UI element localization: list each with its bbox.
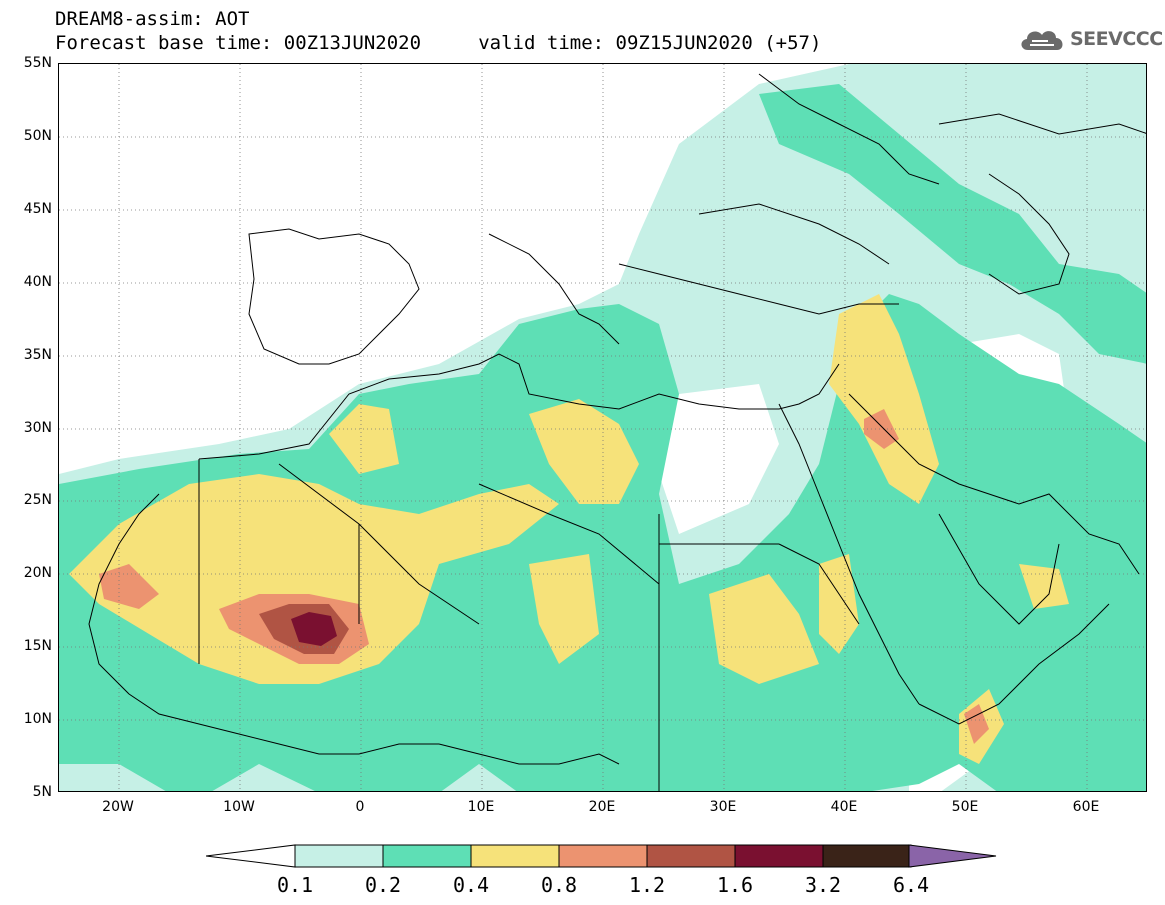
aot-band-0.4 (69, 294, 1069, 764)
colorbar-tick-1: 0.2 (364, 873, 402, 897)
colorbar-box-6 (822, 844, 912, 868)
map-canvas (59, 64, 1146, 791)
colorbar-tick-2: 0.4 (452, 873, 490, 897)
lon-label-20w: 20W (102, 799, 134, 815)
colorbar-tick-3: 0.8 (540, 873, 578, 897)
lon-label-50e: 50E (951, 799, 979, 815)
lon-label-10w: 10W (223, 799, 255, 815)
lon-label-30e: 30E (709, 799, 737, 815)
colorbar-over-arrow (908, 844, 997, 868)
title-line-2: Forecast base time: 00Z13JUN2020 valid t… (55, 32, 822, 54)
aot-map (58, 63, 1147, 792)
lat-label-45n: 45N (23, 201, 52, 217)
lat-label-25n: 25N (23, 492, 52, 508)
lon-label-40e: 40E (830, 799, 858, 815)
colorbar-tick-4: 1.2 (628, 873, 666, 897)
lat-label-15n: 15N (23, 638, 52, 654)
colorbar-box-4 (646, 844, 736, 868)
lat-label-20n: 20N (23, 565, 52, 581)
coastlines (88, 73, 1146, 791)
colorbar-tick-6: 3.2 (804, 873, 842, 897)
lat-label-5n: 5N (32, 784, 52, 800)
lon-label-60e: 60E (1072, 799, 1100, 815)
lat-label-55n: 55N (23, 55, 52, 71)
colorbar (206, 844, 997, 868)
colorbar-tick-0: 0.1 (276, 873, 314, 897)
colorbar-box-2 (470, 844, 560, 868)
colorbar-box-1 (382, 844, 472, 868)
lon-label-10e: 10E (467, 799, 495, 815)
cloud-icon (1021, 31, 1063, 50)
lat-label-30n: 30N (23, 420, 52, 436)
aot-band-1.6 (291, 612, 337, 646)
colorbar-tick-5: 1.6 (716, 873, 754, 897)
title-line-1: DREAM8-assim: AOT (55, 8, 250, 30)
seevccc-logo: SEEVCCC (1018, 26, 1163, 52)
colorbar-tick-7: 6.4 (892, 873, 930, 897)
colorbar-box-0 (294, 844, 384, 868)
colorbar-box-3 (558, 844, 648, 868)
lon-label-0: 0 (355, 799, 365, 815)
lat-label-50n: 50N (23, 128, 52, 144)
graticule (59, 64, 1146, 791)
colorbar-box-5 (734, 844, 824, 868)
lat-label-10n: 10N (23, 711, 52, 727)
lat-label-35n: 35N (23, 347, 52, 363)
lon-label-20e: 20E (588, 799, 616, 815)
logo-text: SEEVCCC (1070, 28, 1163, 50)
lat-label-40n: 40N (23, 274, 52, 290)
colorbar-under-arrow (206, 844, 296, 868)
